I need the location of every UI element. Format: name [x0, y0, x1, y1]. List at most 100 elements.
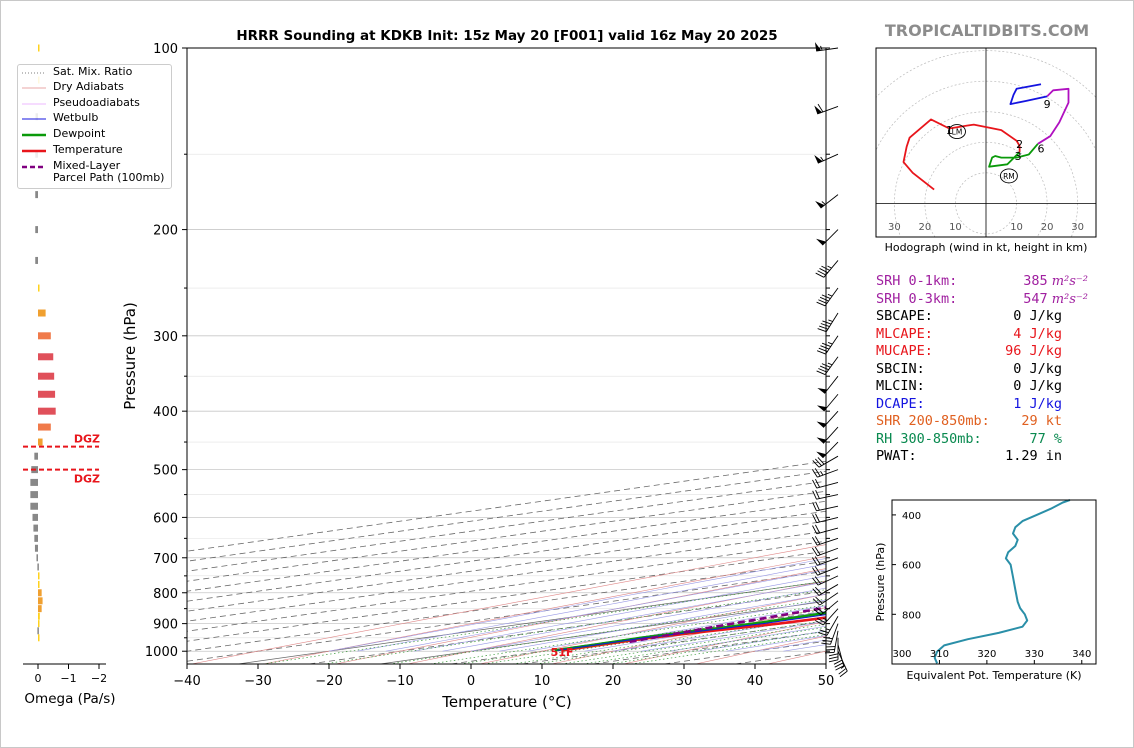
theta-e-frame: [891, 499, 1097, 665]
omega-bar: [38, 332, 51, 340]
index-label: MUCAPE:: [876, 343, 933, 359]
wind-barb-shaft: [825, 335, 839, 355]
wind-barb-shaft: [825, 312, 839, 332]
storm-motion-marker: [999, 168, 1018, 184]
hodograph-tick-label: 10: [949, 222, 962, 233]
wind-barb-shaft: [816, 527, 839, 535]
omega-bar: [38, 407, 56, 415]
wind-barb-feather: [828, 659, 839, 663]
wind-barb-feather: [814, 586, 822, 595]
mixing-ratio-line: [609, 630, 826, 664]
omega-bar: [38, 44, 40, 52]
x-tick-label: 30: [676, 674, 693, 689]
moist-adiabat-line: [328, 558, 826, 652]
omega-bar: [32, 513, 38, 521]
wind-barb-feather: [833, 659, 843, 665]
wind-barb: [812, 478, 839, 489]
wind-barb-flag: [816, 451, 827, 458]
index-value: 385 m²s⁻²: [1023, 273, 1088, 289]
wind-barb-shaft: [820, 194, 839, 209]
hodograph-tick-label: 30: [1071, 222, 1084, 233]
index-row: SRH 0-1km: 385 m²s⁻²: [876, 273, 1088, 290]
legend-swatch: [22, 103, 46, 105]
hodograph-tick-label: 20: [1041, 222, 1054, 233]
omega-bar: [35, 226, 38, 234]
wind-barb-feather: [821, 265, 830, 271]
omega-bar: [38, 612, 40, 620]
wind-barb-feather: [814, 478, 821, 488]
wind-barb-shaft: [837, 651, 848, 672]
dry-adiabat-line: [191, 544, 826, 664]
y-tick-label: 300: [153, 330, 178, 345]
legend-swatch: [22, 165, 46, 169]
hodograph-plot: 1 23 6 9 LM RM: [876, 48, 1096, 237]
wind-barb-shaft: [822, 441, 839, 459]
wind-barb-feather: [814, 536, 821, 545]
theta-e-x-tick-label: 300: [892, 649, 911, 660]
wind-barb-shaft: [817, 575, 839, 586]
wind-barb: [812, 592, 839, 606]
moist-adiabat-line: [385, 569, 826, 652]
y-tick-label: 900: [153, 618, 178, 633]
wind-barb-feather: [823, 637, 833, 640]
legend-label: Temperature: [53, 143, 123, 156]
omega-bar: [38, 580, 40, 588]
hodograph-height-label: 2: [1016, 138, 1023, 151]
wind-barb-half-feather: [820, 470, 824, 476]
wind-barb-feather: [821, 294, 831, 299]
legend-item: Pseudoadiabats: [21, 97, 169, 112]
legend-item: Dewpoint: [21, 128, 169, 143]
wind-barb-shaft: [818, 455, 839, 468]
wind-barb-shaft: [817, 566, 839, 576]
omega-bar: [30, 478, 38, 486]
moist-adiabat-line: [527, 599, 826, 652]
mixing-ratio-group: 1246810131620243036: [262, 580, 826, 664]
index-value: 1.29 in: [1005, 448, 1062, 464]
wind-barb: [813, 600, 839, 616]
wind-barb-shaft: [817, 469, 839, 478]
omega-bar: [30, 491, 38, 499]
moist-adiabat-line: [499, 593, 826, 652]
wind-barb-flag: [816, 238, 826, 246]
theta-e-x-tick-label: 310: [930, 649, 949, 660]
wind-barb-half-feather: [827, 341, 833, 345]
omega-bar: [38, 284, 40, 292]
wind-barb-feather: [817, 103, 824, 113]
y-tick-label: 1000: [145, 645, 178, 660]
wind-barb-half-feather: [820, 45, 823, 51]
wind-barb-feather: [815, 607, 824, 614]
mixing-ratio-line: [582, 627, 826, 664]
wind-barb-feather: [814, 556, 821, 565]
wind-barb-feather: [822, 320, 832, 325]
wind-barb: [815, 194, 839, 209]
index-value: 0 J/kg: [1013, 378, 1062, 394]
x-tick-label: 0: [467, 674, 475, 689]
wind-barb: [814, 42, 839, 52]
wind-barb: [811, 468, 839, 478]
wind-barb-shaft: [817, 547, 839, 557]
wind-barb-feather: [834, 662, 844, 668]
wind-barb-feather: [814, 458, 822, 466]
legend-swatch: [22, 118, 46, 120]
omega-bar: [37, 563, 39, 571]
legend-swatch: [22, 133, 46, 137]
wind-barb-feather: [814, 566, 821, 575]
wind-barb-feather: [820, 323, 830, 328]
wind-barb-feather: [812, 479, 818, 489]
theta-e-x-tick-label: 330: [1025, 649, 1044, 660]
x-tick-label: −10: [386, 674, 413, 689]
legend-label: Mixed-Layer Parcel Path (100mb): [53, 159, 165, 184]
wind-barb-shaft: [816, 481, 839, 489]
wind-barb: [814, 103, 839, 115]
moist-adiabat-line: [414, 575, 826, 652]
wind-barb-feather: [828, 653, 839, 657]
theta-e-y-label: Pressure (hPa): [874, 543, 887, 622]
wind-barb-feather: [815, 501, 820, 511]
wind-barb-feather: [812, 514, 818, 523]
wind-barb-feather: [812, 588, 820, 596]
hodograph-height-label: 6: [1038, 142, 1045, 155]
index-row: DCAPE: 1 J/kg: [876, 396, 1062, 413]
legend-swatch: [22, 72, 46, 74]
index-row: MLCAPE: 4 J/kg: [876, 326, 1062, 343]
